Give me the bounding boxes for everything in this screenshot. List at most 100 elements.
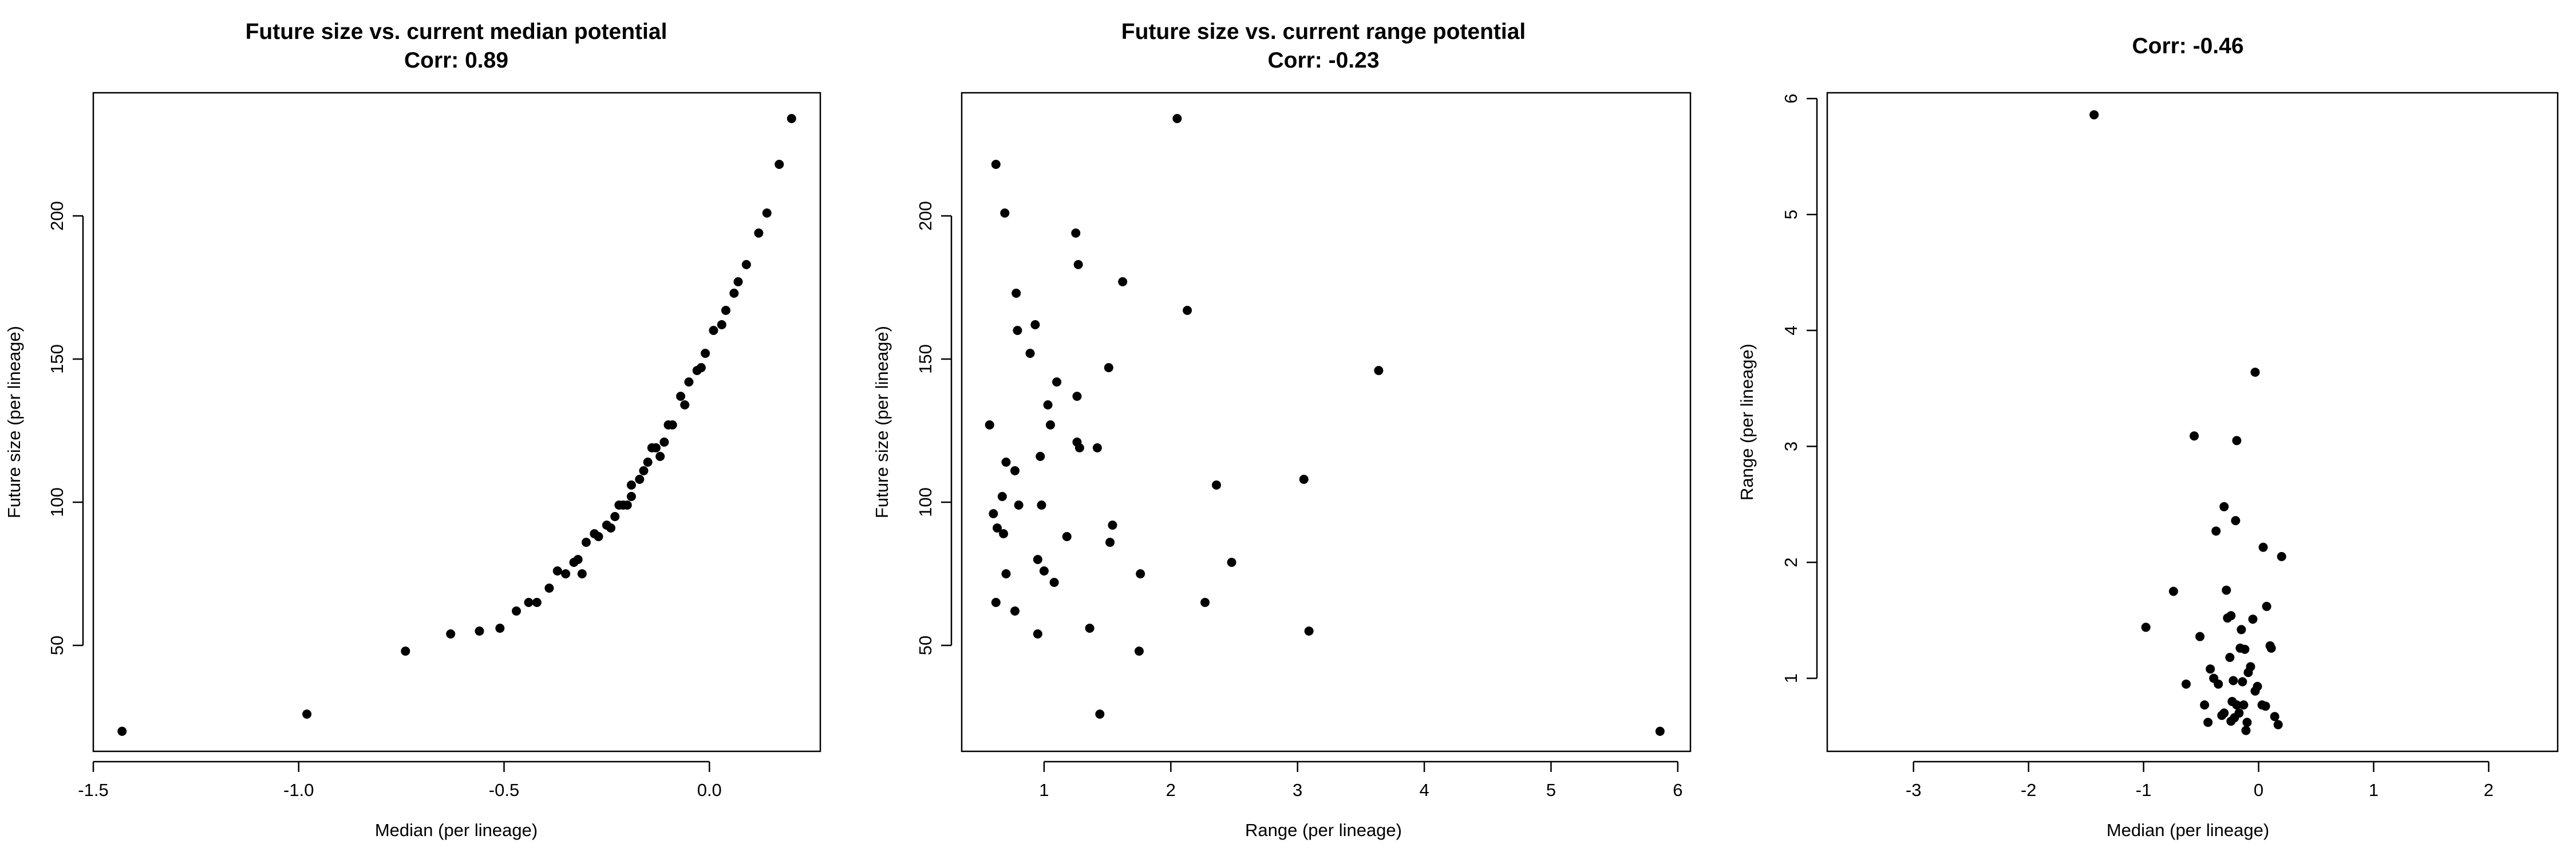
y-tick-label: 50	[915, 636, 935, 655]
data-point	[1374, 366, 1384, 375]
data-point	[1010, 606, 1020, 616]
data-point	[1039, 566, 1049, 576]
data-point	[2190, 431, 2199, 441]
data-point	[696, 363, 706, 372]
chart-subtitle: Corr: -0.23	[1267, 48, 1379, 73]
data-point	[2270, 712, 2279, 722]
y-axis: 50 100 150 200	[47, 201, 84, 655]
x-tick-label: 0.0	[697, 780, 722, 800]
data-point	[1655, 727, 1665, 736]
data-point	[1105, 538, 1115, 547]
x-tick-label: 6	[1673, 780, 1682, 800]
data-point	[1071, 228, 1081, 238]
data-point	[2239, 700, 2249, 710]
data-point	[1033, 555, 1042, 564]
data-point	[495, 624, 505, 633]
plot-area-1: -1.5 -1.0 -0.5 0.0 50 100 150 200	[47, 92, 821, 800]
data-point	[524, 598, 534, 607]
data-point	[2250, 367, 2260, 377]
data-point	[1000, 208, 1010, 218]
data-point	[2241, 726, 2251, 735]
y-tick-label: 150	[47, 344, 67, 374]
x-tick-label: 4	[1419, 780, 1429, 800]
x-axis: 1 2 3 4 5 6	[1039, 761, 1682, 800]
chart-subtitle: Corr: 0.89	[404, 48, 508, 73]
y-axis: 1 2 3 4 5 6	[1781, 93, 1818, 683]
data-point	[729, 289, 739, 298]
data-points	[985, 114, 1665, 736]
data-point	[2258, 542, 2268, 552]
y-tick-label: 4	[1781, 325, 1801, 335]
x-axis-label: Median (per lineage)	[2107, 820, 2269, 840]
y-axis: 50 100 150 200	[915, 201, 953, 655]
data-point	[1037, 501, 1046, 510]
data-point	[2266, 643, 2276, 653]
chart-title: Future size vs. current median potential	[246, 19, 667, 44]
data-point	[1014, 501, 1024, 510]
data-point	[1211, 480, 1221, 490]
y-tick-label: 3	[1781, 442, 1801, 451]
data-point	[532, 598, 542, 607]
data-point	[606, 523, 616, 533]
data-point	[2262, 601, 2271, 611]
data-point	[1299, 475, 1309, 484]
data-point	[552, 566, 562, 576]
data-point	[985, 420, 994, 430]
data-point	[741, 260, 751, 269]
data-point	[991, 598, 1001, 607]
data-point	[701, 349, 710, 358]
data-point	[2243, 668, 2253, 677]
data-point	[1001, 569, 1011, 578]
data-point	[2168, 586, 2178, 596]
data-point	[622, 501, 632, 510]
y-tick-label: 2	[1781, 557, 1801, 567]
data-point	[651, 443, 661, 452]
x-tick-label: 2	[1166, 780, 1176, 800]
data-point	[1073, 260, 1083, 269]
data-point	[573, 555, 583, 564]
x-axis-label: Range (per lineage)	[1245, 820, 1402, 840]
data-point	[989, 509, 998, 518]
data-points	[117, 114, 796, 736]
data-point	[2240, 644, 2250, 654]
data-point	[2211, 526, 2221, 536]
data-point	[1062, 532, 1072, 541]
data-point	[1104, 363, 1113, 372]
data-point	[2231, 516, 2241, 526]
y-tick-label: 6	[1781, 93, 1801, 103]
y-tick-label: 1	[1781, 673, 1801, 683]
data-point	[999, 529, 1009, 538]
data-point	[1045, 420, 1055, 430]
y-tick-label: 100	[47, 487, 67, 517]
chart-range-vs-median: Corr: -0.46 Median (per lineage) Range (…	[1737, 34, 2269, 840]
x-tick-label: -1	[2136, 780, 2152, 800]
data-point	[1072, 392, 1082, 401]
data-point	[1013, 326, 1022, 335]
data-point	[626, 492, 636, 501]
x-tick-label: -0.5	[489, 780, 519, 800]
data-point	[2141, 622, 2151, 632]
plot-frame	[1826, 92, 2559, 752]
data-point	[2089, 110, 2099, 120]
data-point	[2277, 551, 2286, 561]
data-point	[754, 228, 764, 238]
y-tick-label: 50	[47, 636, 67, 655]
data-point	[594, 532, 603, 541]
data-point	[787, 114, 796, 123]
data-point	[2238, 677, 2247, 687]
y-tick-label: 200	[47, 201, 67, 231]
data-point	[610, 512, 620, 521]
x-tick-label: -1.0	[283, 780, 314, 800]
data-point	[680, 400, 690, 409]
data-point	[992, 523, 1002, 533]
data-point	[1030, 320, 1040, 329]
data-point	[2232, 436, 2242, 446]
data-point	[643, 458, 653, 467]
data-point	[733, 277, 743, 286]
data-point	[2229, 676, 2238, 685]
data-point	[639, 466, 649, 475]
data-point	[117, 727, 127, 736]
data-point	[2200, 700, 2210, 710]
y-tick-label: 5	[1781, 210, 1801, 219]
